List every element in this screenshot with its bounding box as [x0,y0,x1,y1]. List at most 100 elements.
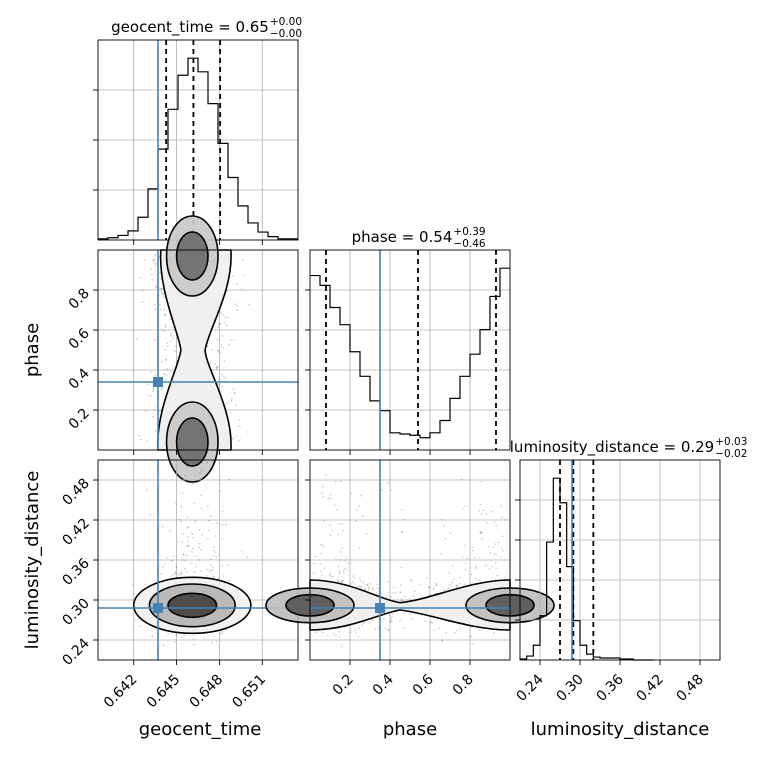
sample-point [460,478,463,481]
sample-point [313,562,315,565]
sample-point [159,573,162,575]
sample-point [402,599,404,602]
sample-point [160,291,163,294]
truth-dist-phase [310,460,510,660]
sample-point [190,561,193,564]
sample-point [231,437,234,440]
sample-point [493,543,496,546]
ylabel-luminosity-distance: luminosity_distance [22,471,43,650]
sample-point [321,574,323,577]
sample-point [493,632,495,634]
lower-lobe-contour-0 [165,401,219,483]
title-luminosity-distance-plus: +0.03 [715,436,747,448]
sample-point [186,527,189,529]
sample-point [145,410,148,412]
sample-point [229,412,232,414]
sample-point [212,549,215,552]
sample-point [246,556,249,559]
sample-point [181,541,184,543]
sample-point [486,522,488,524]
sample-point [209,569,212,572]
sample-point [425,577,428,580]
sample-point [455,584,458,587]
sample-point [159,271,161,274]
title-geocent-time-minus: −0.00 [270,28,302,40]
sample-point [220,344,223,346]
title-luminosity-distance-minus: −0.02 [715,448,747,460]
sample-point [153,408,156,411]
sample-point [152,260,154,262]
sample-point [322,632,324,634]
sample-point [321,543,324,546]
sample-point [391,613,394,616]
sample-point [176,540,179,543]
sample-point [242,259,244,261]
sample-point [443,588,446,591]
sample-point [207,505,209,507]
sample-point [213,555,215,557]
sample-point [170,560,173,562]
ytick-label-0: 0.24 [59,635,92,668]
sample-point [402,627,405,630]
sample-point [478,557,481,559]
panel-dist-vs-geocent: 0.24 0.30 0.36 0.42 0.48 0.642 0.645 0.648 0.651… [22,459,299,740]
sample-point [391,616,393,619]
upper-lobe-contour-1 [175,231,209,281]
sample-point [501,547,503,549]
sample-point [180,505,183,508]
frame-phase-hist [309,249,511,451]
sample-point [340,645,343,648]
sample-point [164,378,167,381]
sample-point [440,553,442,555]
sample-point [441,639,444,642]
sample-point [341,579,344,582]
grid-phase-hist [310,250,510,450]
sample-point [192,536,195,539]
sample-point [169,340,172,342]
ytick-label-3: 0.42 [59,516,92,549]
sample-point [487,546,490,548]
sample-point [141,301,144,303]
sample-point [400,597,403,600]
sample-point [356,586,359,588]
sample-point [464,505,467,507]
sample-point [488,567,491,570]
sample-point [470,573,473,576]
sample-point [463,583,466,585]
sample-point [456,584,458,587]
sample-point [455,629,458,632]
sample-point [322,545,325,548]
upper-lobe-contour-0 [165,215,219,297]
sample-point [339,550,342,553]
sample-point [479,532,482,534]
sample-point [399,599,402,602]
sample-point [401,531,404,533]
sample-point [147,395,150,397]
sample-point [444,632,447,634]
sample-point [424,620,427,623]
xtick-label-3: 0.651 [229,672,269,712]
sample-point [154,264,157,267]
ytick-label-2: 0.6 [66,325,93,352]
lower-lobe-contour-1 [175,417,209,467]
sample-point [337,569,340,572]
sample-point [143,259,146,262]
sample-point [205,568,208,571]
sample-point [161,292,163,295]
xtick-label-1: 0.645 [144,672,184,712]
panel-phase-vs-geocent: 0.2 0.4 0.6 0.8 phase [22,215,299,483]
sample-point [193,571,195,573]
sample-point [173,350,176,353]
sample-point [161,328,164,331]
sample-point [240,550,243,552]
sample-point [166,342,169,345]
sample-point [214,551,217,553]
sample-point [174,572,177,575]
sample-point [365,583,368,586]
xtick-label-3: 0.42 [633,672,666,705]
sample-point [358,577,361,579]
sample-point [222,376,225,378]
sample-point [210,349,213,351]
ytick-label-1: 0.30 [59,596,92,629]
